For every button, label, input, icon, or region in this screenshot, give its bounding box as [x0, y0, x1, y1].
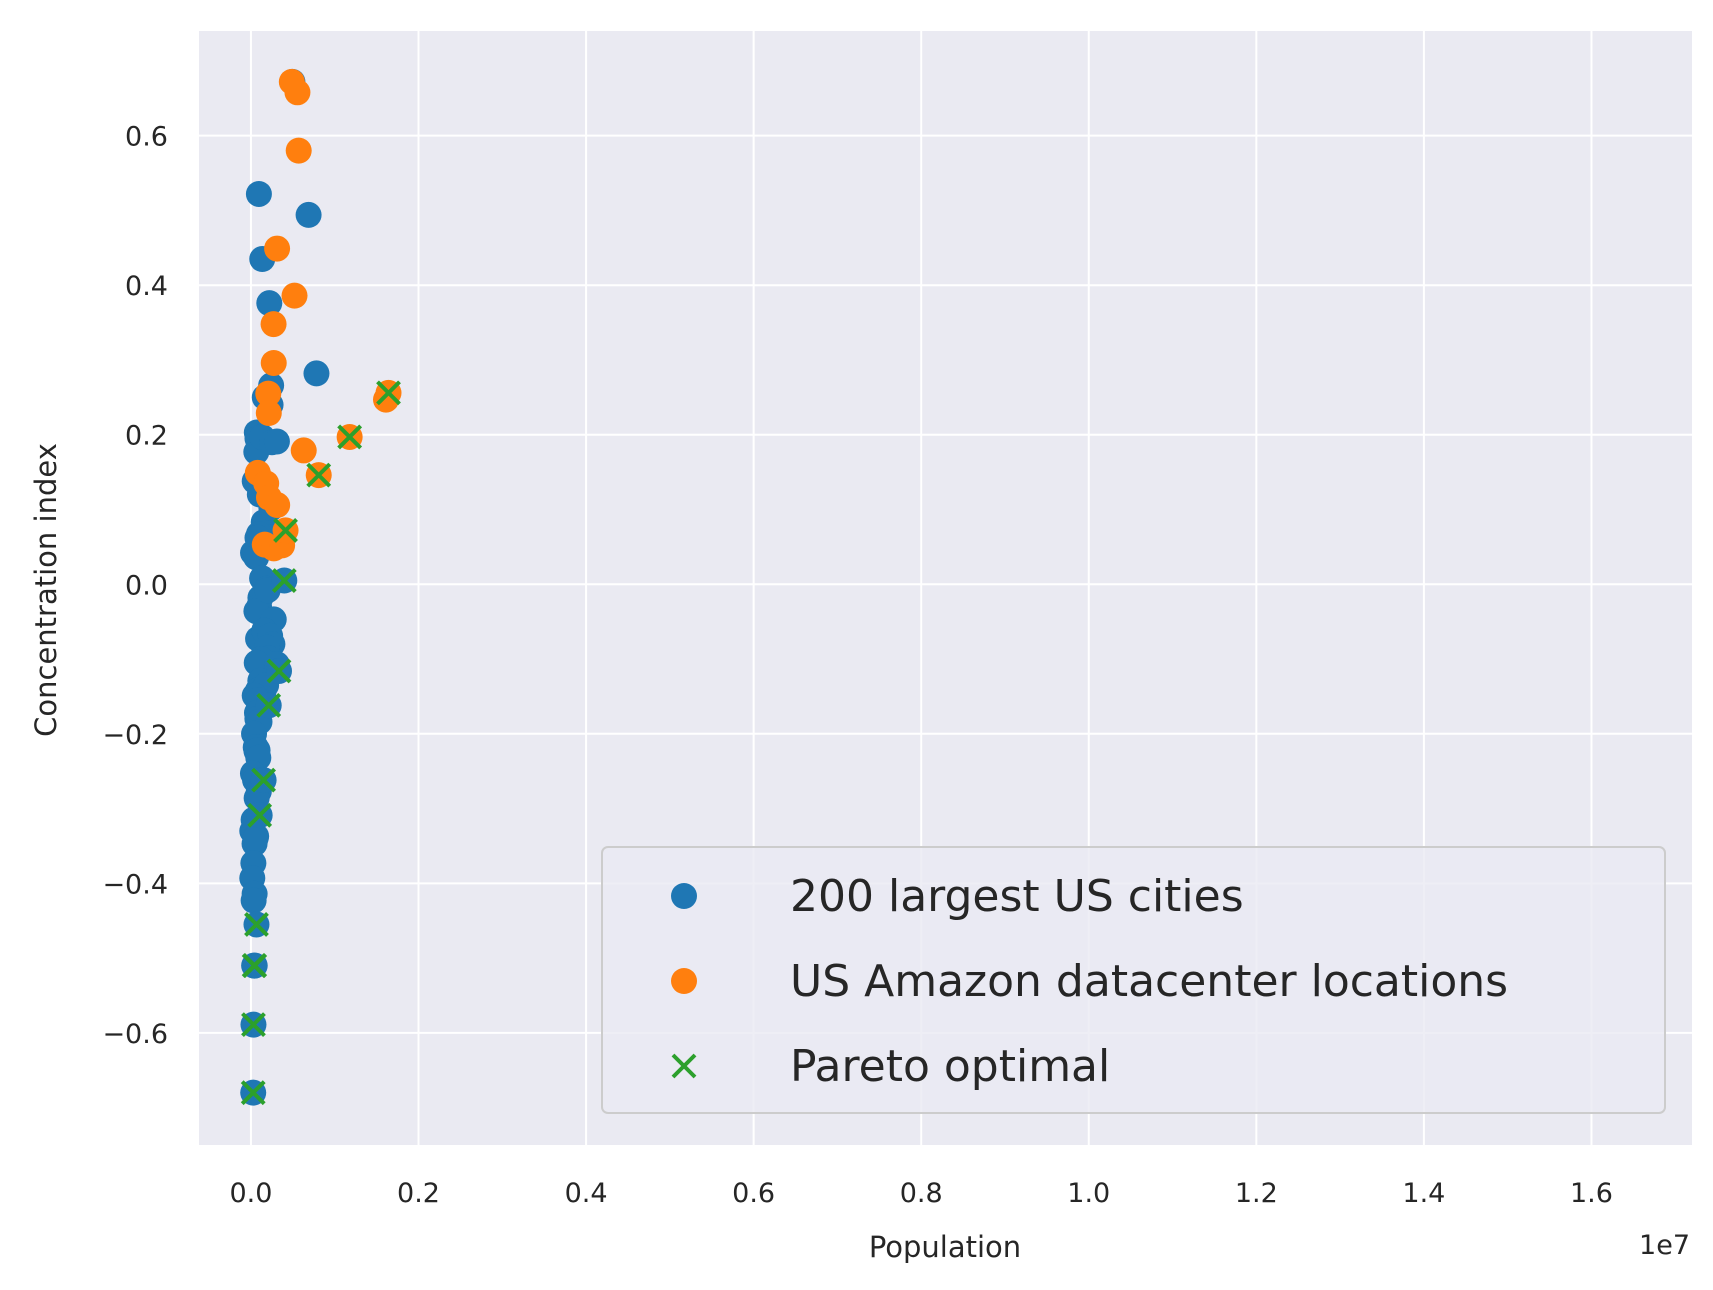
pareto-marker — [241, 1012, 266, 1038]
y-axis-ticks: −0.6 −0.4 −0.2 0.0 0.2 0.4 0.6 — [102, 122, 168, 1050]
legend: 200 largest US cities US Amazon datacent… — [601, 846, 1666, 1114]
legend-label-amazon: US Amazon datacenter locations — [790, 956, 1508, 1007]
x-tick-label: 0.6 — [732, 1178, 775, 1209]
city-point — [242, 825, 269, 852]
y-tick-label: −0.2 — [102, 720, 168, 751]
x-tick-label: 1.2 — [1235, 1178, 1278, 1209]
legend-marker-amazon — [671, 968, 697, 994]
amazon-point — [285, 137, 312, 164]
data-points — [239, 68, 402, 1106]
x-tick-label: 0.2 — [397, 1178, 440, 1209]
pareto-marker — [247, 802, 273, 828]
pareto-marker — [242, 953, 268, 978]
amazon-point — [264, 492, 291, 519]
pareto-marker — [337, 424, 363, 450]
legend-label-cities: 200 largest US cities — [790, 871, 1244, 922]
amazon-point — [255, 380, 282, 407]
legend-label-pareto: Pareto optimal — [790, 1041, 1110, 1092]
y-tick-label: 0.0 — [125, 570, 168, 601]
x-tick-label: 0.8 — [900, 1178, 943, 1209]
pareto-marker — [256, 692, 282, 718]
amazon-point — [290, 437, 317, 464]
pareto-marker — [251, 767, 277, 793]
pareto-marker — [376, 380, 401, 406]
pareto-marker — [306, 462, 332, 488]
pareto-marker — [244, 912, 269, 937]
city-point — [263, 428, 290, 455]
y-axis-label: Concentration index — [29, 443, 63, 737]
y-tick-label: 0.2 — [125, 421, 168, 452]
amazon-point — [260, 349, 287, 376]
y-tick-label: −0.6 — [102, 1019, 168, 1050]
amazon-point — [281, 282, 308, 309]
amazon-point — [284, 79, 311, 106]
pareto-marker — [271, 568, 297, 593]
y-tick-label: −0.4 — [102, 869, 168, 900]
y-tick-label: 0.6 — [125, 122, 168, 153]
legend-marker-pareto — [671, 1053, 697, 1079]
amazon-point — [255, 400, 282, 427]
y-tick-label: 0.4 — [125, 271, 168, 302]
legend-marker-cities — [671, 883, 697, 909]
amazon-point — [264, 235, 291, 262]
x-tick-label: 1.4 — [1402, 1178, 1445, 1209]
legend-box — [601, 846, 1666, 1114]
pareto-marker — [273, 518, 298, 543]
pareto-marker — [266, 658, 292, 684]
city-point — [303, 360, 330, 387]
pareto-marker — [240, 1080, 266, 1106]
x-tick-label: 0.4 — [565, 1178, 608, 1209]
city-point — [295, 201, 322, 228]
x-tick-label: 1.0 — [1067, 1178, 1110, 1209]
amazon-point — [260, 311, 287, 338]
city-point — [256, 290, 283, 317]
x-tick-label: 0.0 — [229, 1178, 272, 1209]
city-point — [240, 887, 267, 914]
x-axis-label: Population — [869, 1230, 1021, 1264]
city-point — [245, 180, 272, 207]
x-axis-ticks: 0.0 0.2 0.4 0.6 0.8 1.0 1.2 1.4 1.6 — [229, 1178, 1612, 1209]
x-offset-text: 1e7 — [1639, 1230, 1690, 1261]
x-tick-label: 1.6 — [1570, 1178, 1613, 1209]
